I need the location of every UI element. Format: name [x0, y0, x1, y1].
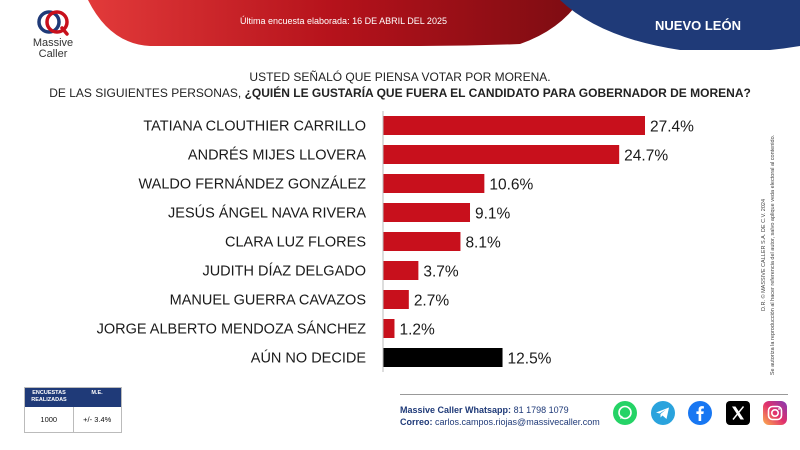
- value-label: 1.2%: [399, 322, 435, 339]
- value-label: 10.6%: [489, 177, 533, 194]
- telegram-icon[interactable]: [650, 400, 676, 426]
- copyright-line-1: D.R. © MASSIVE CALLER S.A. DE C.V. 2024: [761, 198, 767, 312]
- copyright-note: D.R. © MASSIVE CALLER S.A. DE C.V. 2024 …: [761, 134, 776, 376]
- question-line-1: USTED SEÑALÓ QUE PIENSA VOTAR POR MORENA…: [249, 70, 551, 84]
- bar: [383, 232, 461, 251]
- survey-meta-values: 1000 +/- 3.4%: [25, 407, 121, 432]
- surveys-value: 1000: [25, 407, 74, 432]
- value-label: 2.7%: [414, 293, 450, 310]
- bar: [383, 145, 620, 164]
- category-label: AÚN NO DECIDE: [251, 350, 367, 367]
- contact-info: Massive Caller Whatsapp: 81 1798 1079 Co…: [400, 404, 600, 428]
- bar: [383, 319, 395, 338]
- whatsapp-icon[interactable]: [612, 400, 638, 426]
- header-red-shape: [88, 0, 580, 46]
- category-label: ANDRÉS MIJES LLOVERA: [188, 147, 366, 164]
- question-line-2-prefix: DE LAS SIGUIENTES PERSONAS,: [49, 86, 245, 100]
- brand-logo: Massive Caller: [22, 8, 82, 66]
- bar: [383, 348, 503, 367]
- whatsapp-number[interactable]: 81 1798 1079: [513, 405, 569, 415]
- email-label: Correo:: [400, 417, 433, 427]
- bar: [383, 261, 419, 280]
- category-label: WALDO FERNÁNDEZ GONZÁLEZ: [139, 176, 367, 193]
- survey-date: Última encuesta elaborada: 16 DE ABRIL D…: [240, 16, 447, 26]
- value-label: 3.7%: [423, 264, 459, 281]
- category-label: JESÚS ÁNGEL NAVA RIVERA: [168, 205, 366, 222]
- category-label: TATIANA CLOUTHIER CARRILLO: [143, 119, 366, 135]
- question-line-2-bold: ¿QUIÉN LE GUSTARÍA QUE FUERA EL CANDIDAT…: [244, 86, 751, 100]
- brand-name: Massive Caller: [22, 38, 84, 60]
- email-address[interactable]: carlos.campos.riojas@massivecaller.com: [435, 417, 600, 427]
- facebook-icon[interactable]: [687, 400, 713, 426]
- bar: [383, 290, 409, 309]
- category-label: MANUEL GUERRA CAVAZOS: [170, 293, 366, 309]
- whatsapp-label: Massive Caller Whatsapp:: [400, 405, 512, 415]
- brand-name-line2: Caller: [38, 48, 68, 60]
- value-label: 27.4%: [650, 119, 694, 136]
- survey-meta-header: ENCUESTAS REALIZADAS M.E.: [25, 388, 121, 407]
- value-label: 9.1%: [475, 206, 511, 223]
- instagram-icon[interactable]: [762, 400, 788, 426]
- value-label: 12.5%: [508, 351, 552, 368]
- bar-chart: TATIANA CLOUTHIER CARRILLO 27.4% ANDRÉS MI…: [97, 111, 694, 372]
- header-banner: [88, 0, 800, 50]
- massive-caller-logo-icon: [37, 10, 69, 36]
- x-icon[interactable]: [725, 400, 751, 426]
- header-navy-shape: [560, 0, 800, 50]
- contact-divider: [400, 394, 788, 395]
- margin-error-header: M.E.: [91, 390, 103, 396]
- bar: [383, 174, 485, 193]
- bar: [383, 203, 471, 222]
- social-icons: [612, 400, 788, 428]
- value-label: 24.7%: [624, 148, 668, 165]
- whatsapp-line: Massive Caller Whatsapp: 81 1798 1079: [400, 404, 600, 416]
- survey-meta-table: ENCUESTAS REALIZADAS M.E. 1000 +/- 3.4%: [24, 387, 122, 433]
- category-label: CLARA LUZ FLORES: [225, 235, 366, 251]
- margin-error-value: +/- 3.4%: [83, 415, 112, 424]
- surveys-header: ENCUESTAS REALIZADAS: [31, 390, 67, 403]
- value-label: 8.1%: [465, 235, 501, 252]
- email-line: Correo: carlos.campos.riojas@massivecall…: [400, 416, 600, 428]
- category-label: JORGE ALBERTO MENDOZA SÁNCHEZ: [97, 321, 367, 338]
- region-title: NUEVO LEÓN: [655, 18, 741, 33]
- bar: [383, 116, 645, 135]
- copyright-line-2: Se autoriza la reproducción al hacer ref…: [770, 134, 776, 376]
- question-line-2: DE LAS SIGUIENTES PERSONAS, ¿QUIÉN LE GU…: [0, 86, 800, 100]
- brand-name-line1: Massive: [32, 37, 74, 49]
- category-label: JUDITH DÍAZ DELGADO: [202, 263, 366, 280]
